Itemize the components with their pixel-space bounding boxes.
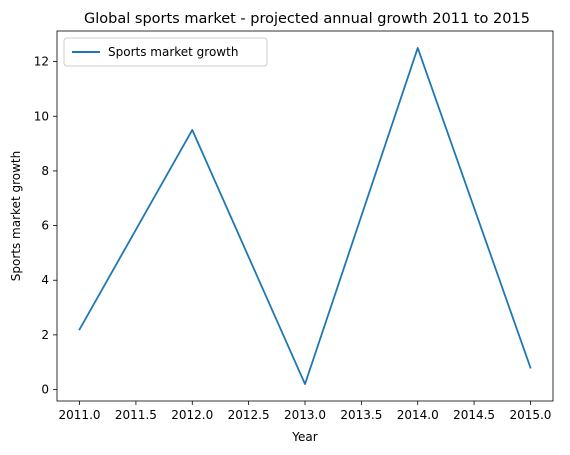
x-tick-label: 2014.5 bbox=[453, 408, 495, 422]
x-tick-label: 2012.5 bbox=[228, 408, 270, 422]
y-tick-label: 6 bbox=[41, 219, 49, 233]
chart-title: Global sports market - projected annual … bbox=[84, 11, 530, 27]
y-axis-title: Sports market growth bbox=[9, 151, 23, 281]
legend: Sports market growth bbox=[64, 38, 267, 66]
legend-label: Sports market growth bbox=[108, 45, 238, 59]
plot-frame bbox=[57, 31, 553, 401]
y-tick-label: 0 bbox=[41, 383, 49, 397]
x-axis: 2011.0 2011.5 2012.0 2012.5 2013.0 2013.5 2014… bbox=[59, 401, 552, 422]
y-axis: 0 2 4 6 8 10 12 bbox=[34, 55, 57, 397]
x-tick-label: 2013.0 bbox=[284, 408, 326, 422]
y-tick-label: 8 bbox=[41, 164, 49, 178]
y-tick-label: 2 bbox=[41, 328, 49, 342]
series-line-0 bbox=[80, 48, 531, 384]
x-tick-label: 2011.5 bbox=[115, 408, 157, 422]
y-tick-label: 12 bbox=[34, 55, 49, 69]
y-tick-label: 4 bbox=[41, 273, 49, 287]
x-tick-label: 2012.0 bbox=[171, 408, 213, 422]
x-tick-label: 2011.0 bbox=[59, 408, 101, 422]
x-tick-label: 2014.0 bbox=[397, 408, 439, 422]
y-tick-label: 10 bbox=[34, 109, 49, 123]
x-tick-label: 2013.5 bbox=[340, 408, 382, 422]
x-axis-title: Year bbox=[291, 430, 317, 444]
x-tick-label: 2015.0 bbox=[509, 408, 551, 422]
series-layer bbox=[80, 48, 531, 384]
